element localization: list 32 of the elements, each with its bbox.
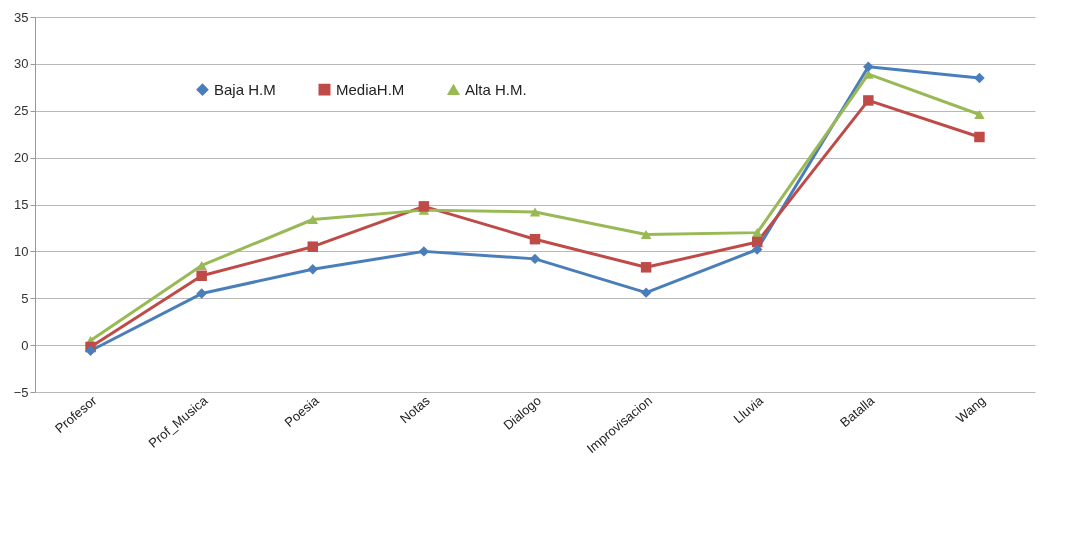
point	[863, 61, 874, 72]
y-tick-label: −5	[13, 384, 29, 400]
y-tick-label: 0	[21, 337, 29, 353]
point	[418, 246, 430, 257]
y-tick-label: 25	[14, 103, 29, 119]
point	[529, 233, 541, 245]
point	[863, 95, 874, 106]
legend-label: MediaH.M	[336, 80, 405, 98]
point	[307, 263, 319, 275]
point	[418, 201, 430, 212]
point	[640, 229, 652, 240]
point	[307, 241, 319, 252]
point	[640, 262, 652, 273]
y-tick-label: 20	[14, 150, 29, 166]
legend-label: Alta H.M.	[465, 80, 527, 98]
y-tick-label: 35	[14, 9, 29, 25]
y-tick-label: 10	[14, 243, 29, 259]
point	[974, 109, 985, 120]
y-tick-label: 5	[21, 290, 29, 306]
point	[196, 288, 207, 299]
point	[85, 345, 96, 356]
point	[974, 131, 985, 143]
point	[307, 214, 319, 225]
y-tick-label: 15	[14, 197, 29, 212]
point	[751, 244, 763, 255]
y-tick-label: 30	[14, 56, 29, 72]
point	[640, 287, 652, 298]
legend-label: Baja H.M	[214, 80, 276, 98]
point	[529, 207, 541, 217]
point	[974, 72, 985, 84]
point	[751, 228, 763, 238]
point	[196, 270, 207, 281]
